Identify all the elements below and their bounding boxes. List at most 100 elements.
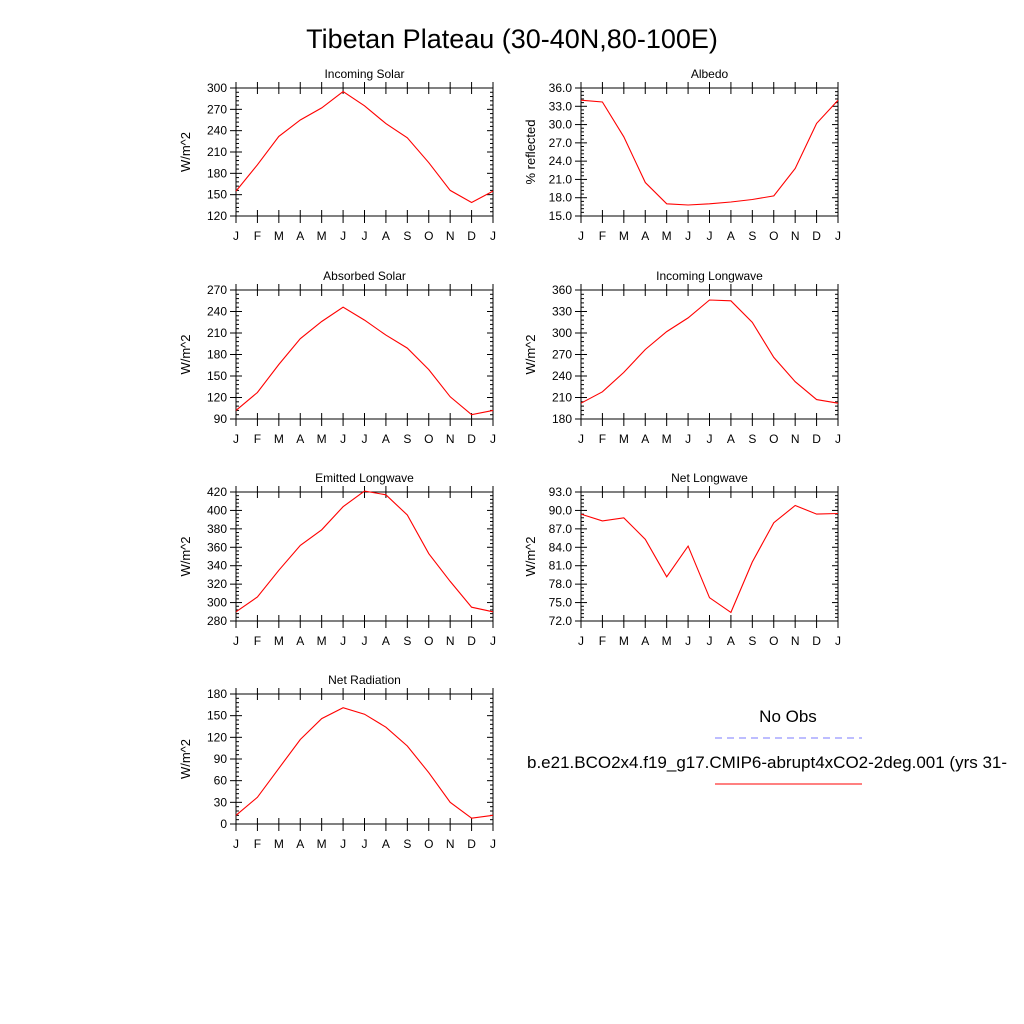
y-tick-label: 210 (207, 326, 227, 340)
panels: Incoming SolarW/m^2120150180210240270300… (178, 67, 841, 851)
x-tick-label: M (274, 634, 284, 648)
chart-panel-1: Incoming Solar W/m^2 120 150 180 210 240 270 300… (178, 67, 496, 243)
x-tick-label: J (233, 634, 239, 648)
y-tick-label: 180 (207, 166, 227, 180)
y-tick-label: 15.0 (549, 209, 573, 223)
x-tick-label: J (490, 432, 496, 446)
x-tick-label: O (424, 634, 433, 648)
y-tick-label: 27.0 (549, 136, 573, 150)
x-tick-label: D (812, 432, 821, 446)
x-tick-label: A (727, 432, 735, 446)
y-tick-label: 18.0 (549, 191, 573, 205)
y-tick-label: 72.0 (549, 614, 573, 628)
y-tick-label: 36.0 (549, 81, 573, 95)
y-tick-label: 300 (552, 326, 572, 340)
x-tick-label: S (403, 432, 411, 446)
x-tick-label: J (578, 634, 584, 648)
y-tick-label: 87.0 (549, 522, 573, 536)
y-tick-label: 400 (207, 503, 227, 517)
x-tick-label: M (619, 432, 629, 446)
y-tick-label: 21.0 (549, 172, 573, 186)
x-tick-label: O (424, 432, 433, 446)
x-tick-label: M (619, 634, 629, 648)
y-tick-label: 270 (552, 348, 572, 362)
plot-frame (235, 87, 494, 217)
x-tick-label: F (254, 432, 261, 446)
y-tick-label: 0 (220, 817, 227, 831)
y-tick-label: 300 (207, 596, 227, 610)
x-tick-label: J (362, 837, 368, 851)
legend-model-label: b.e21.BCO2x4.f19_g17.CMIP6-abrupt4xCO2-2… (527, 753, 1007, 772)
y-tick-label: 420 (207, 485, 227, 499)
chart-title: Emitted Longwave (315, 471, 414, 485)
x-tick-label: J (362, 229, 368, 243)
chart-title: Albedo (691, 67, 729, 81)
x-tick-label: M (662, 229, 672, 243)
y-tick-label: 33.0 (549, 99, 573, 113)
y-tick-label: 60 (214, 774, 228, 788)
x-tick-label: M (274, 432, 284, 446)
x-tick-label: N (791, 634, 800, 648)
y-tick-label: 90.0 (549, 503, 573, 517)
series-line-1 (235, 707, 494, 819)
y-tick-label: 84.0 (549, 540, 573, 554)
x-tick-label: A (382, 837, 390, 851)
plot-frame (580, 289, 839, 420)
series-line-1 (580, 504, 839, 614)
plot-frame (235, 693, 494, 825)
y-tick-label: 180 (207, 348, 227, 362)
x-tick-label: J (490, 229, 496, 243)
y-tick-label: 30.0 (549, 118, 573, 132)
y-tick-label: 180 (207, 687, 227, 701)
chart-title: Absorbed Solar (323, 269, 406, 283)
y-tick-label: 240 (207, 124, 227, 138)
chart-title: Incoming Longwave (656, 269, 763, 283)
x-tick-label: O (769, 229, 778, 243)
chart-title: Net Longwave (671, 471, 748, 485)
x-tick-label: S (748, 432, 756, 446)
x-tick-label: A (727, 229, 735, 243)
series-line-1 (235, 490, 494, 613)
x-tick-label: S (748, 634, 756, 648)
x-tick-label: A (641, 432, 649, 446)
y-tick-label: 24.0 (549, 154, 573, 168)
x-tick-label: J (685, 432, 691, 446)
x-tick-label: J (578, 229, 584, 243)
chart-panel-4: Incoming Longwave W/m^2 180 210 240 270 300 330… (523, 269, 841, 446)
x-tick-label: M (662, 634, 672, 648)
x-tick-label: N (446, 432, 455, 446)
chart-panel-5: Emitted Longwave W/m^2 280 300 320 340 360 380 4… (178, 471, 496, 648)
x-tick-label: O (769, 432, 778, 446)
x-tick-label: D (467, 837, 476, 851)
x-tick-label: J (340, 634, 346, 648)
x-tick-label: J (340, 837, 346, 851)
x-tick-label: N (791, 432, 800, 446)
x-tick-label: M (317, 229, 327, 243)
x-tick-label: J (835, 634, 841, 648)
y-tick-label: 360 (207, 540, 227, 554)
y-axis-label: W/m^2 (178, 334, 193, 374)
chart-panel-3: Absorbed Solar W/m^2 90 120 150 180 210 240 270 J… (178, 269, 496, 446)
legend: No Obs b.e21.BCO2x4.f19_g17.CMIP6-abrupt… (527, 707, 1007, 785)
y-tick-label: 210 (552, 391, 572, 405)
y-tick-label: 120 (207, 209, 227, 223)
y-tick-label: 380 (207, 522, 227, 536)
plot-frame (580, 87, 839, 217)
y-tick-label: 340 (207, 559, 227, 573)
y-tick-label: 240 (552, 369, 572, 383)
y-tick-label: 150 (207, 709, 227, 723)
x-tick-label: J (707, 432, 713, 446)
page-title: Tibetan Plateau (30-40N,80-100E) (306, 24, 718, 54)
x-tick-label: M (274, 229, 284, 243)
y-tick-label: 240 (207, 305, 227, 319)
x-tick-label: F (599, 634, 606, 648)
x-tick-label: J (233, 229, 239, 243)
x-tick-label: F (254, 837, 261, 851)
x-tick-label: O (424, 837, 433, 851)
x-tick-label: S (748, 229, 756, 243)
y-tick-label: 90 (214, 412, 228, 426)
series-line-1 (235, 306, 494, 416)
legend-obs-label: No Obs (759, 707, 817, 726)
x-tick-label: J (707, 229, 713, 243)
